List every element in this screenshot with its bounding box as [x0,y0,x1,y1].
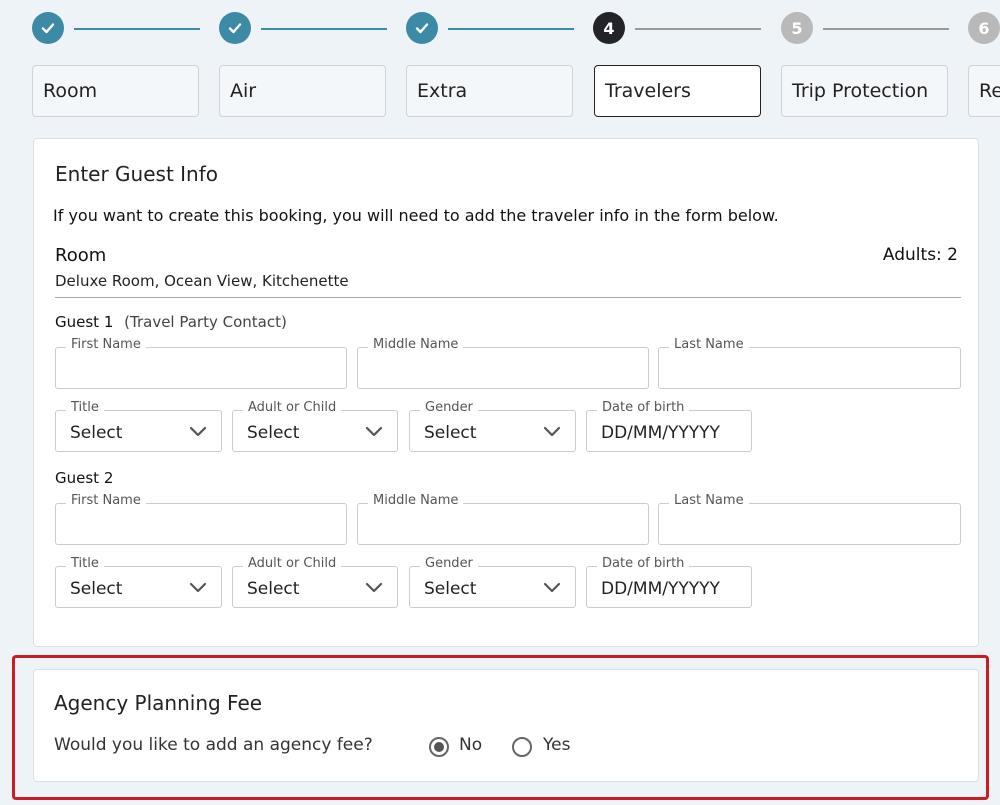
guest-1-adult-or-child-select[interactable]: Adult or Child Select [232,400,398,452]
field-value: DD/MM/YYYYY [601,579,720,599]
select-value: Select [70,579,123,599]
tab-label: Travelers [605,80,691,102]
step-connector [74,28,200,30]
step-connector [823,28,949,30]
guest-2-adult-or-child-select[interactable]: Adult or Child Select [232,556,398,608]
field-label: Date of birth [597,400,690,415]
tab-trip-protection[interactable]: Trip Protection [781,65,948,117]
agency-fee-title: Agency Planning Fee [54,691,263,715]
tab-label: Room [43,80,98,102]
field-label: Last Name [669,337,749,352]
tab-extra[interactable]: Extra [406,65,573,117]
step-5-pending[interactable]: 5 [781,12,813,44]
field-label: Title [66,556,104,571]
guest-info-card: Enter Guest Info If you want to create t… [33,138,979,647]
radio-selected-dot [434,742,444,752]
step-connector [261,28,387,30]
field-label: Last Name [669,493,749,508]
chevron-down-icon [543,582,561,593]
adults-count: Adults: 2 [882,245,958,265]
select-value: Select [424,579,477,599]
field-value: DD/MM/YYYYY [601,423,720,443]
field-label: Middle Name [368,337,464,352]
step-3-complete[interactable] [406,12,438,44]
tab-room[interactable]: Room [32,65,199,117]
agency-fee-yes-radio[interactable] [512,737,532,757]
room-heading: Room [55,245,107,266]
card-title: Enter Guest Info [55,162,218,186]
tab-label: Air [230,80,257,102]
step-1-complete[interactable] [32,12,64,44]
guest-1-first-name-input[interactable]: First Name [55,337,347,389]
select-value: Select [424,423,477,443]
intro-text: If you want to create this booking, you … [53,206,779,225]
guest-2-title-select[interactable]: Title Select [55,556,222,608]
step-number: 4 [603,18,615,38]
field-label: Adult or Child [243,400,342,415]
step-number: 5 [791,18,803,38]
step-connector [448,28,574,30]
step-number: 6 [978,18,990,38]
select-value: Select [70,423,123,443]
guest-note: (Travel Party Contact) [124,313,287,331]
guest-1-heading: Guest 1 (Travel Party Contact) [55,313,287,331]
guest-1-dob-input[interactable]: Date of birth DD/MM/YYYYY [586,400,752,452]
agency-fee-no-label[interactable]: No [459,735,483,755]
field-label: Gender [420,400,478,415]
tab-air[interactable]: Air [219,65,386,117]
tab-travelers[interactable]: Travelers [594,65,761,117]
agency-fee-card: Agency Planning Fee Would you like to ad… [33,669,979,782]
guest-2-last-name-input[interactable]: Last Name [658,493,961,545]
field-label: Title [66,400,104,415]
checkmark-icon [41,23,55,34]
room-type: Deluxe Room, Ocean View, Kitchenette [55,272,349,290]
guest-2-dob-input[interactable]: Date of birth DD/MM/YYYYY [586,556,752,608]
chevron-down-icon [365,582,383,593]
guest-1-last-name-input[interactable]: Last Name [658,337,961,389]
step-6-pending[interactable]: 6 [968,12,1000,44]
agency-fee-question: Would you like to add an agency fee? [54,735,373,755]
guest-2-middle-name-input[interactable]: Middle Name [357,493,649,545]
guest-2-gender-select[interactable]: Gender Select [409,556,576,608]
field-label: Middle Name [368,493,464,508]
tab-label: Re [979,80,1000,102]
guest-1-title-select[interactable]: Title Select [55,400,222,452]
room-divider [55,297,961,298]
chevron-down-icon [189,582,207,593]
guest-heading: Guest 1 [55,313,114,331]
field-label: Date of birth [597,556,690,571]
guest-1-gender-select[interactable]: Gender Select [409,400,576,452]
chevron-down-icon [365,426,383,437]
checkmark-icon [228,23,242,34]
chevron-down-icon [543,426,561,437]
tab-label: Trip Protection [792,80,929,102]
guest-1-middle-name-input[interactable]: Middle Name [357,337,649,389]
field-label: First Name [66,337,146,352]
step-connector [635,28,761,30]
agency-fee-no-radio[interactable] [429,737,449,757]
checkmark-icon [415,23,429,34]
agency-fee-highlight [12,655,989,800]
guest-2-first-name-input[interactable]: First Name [55,493,347,545]
agency-fee-yes-label[interactable]: Yes [543,735,571,755]
step-2-complete[interactable] [219,12,251,44]
field-label: Gender [420,556,478,571]
select-value: Select [247,579,300,599]
field-label: Adult or Child [243,556,342,571]
chevron-down-icon [189,426,207,437]
tab-label: Extra [417,80,468,102]
step-4-current[interactable]: 4 [593,12,625,44]
guest-2-heading: Guest 2 [55,469,114,487]
field-label: First Name [66,493,146,508]
tab-review[interactable]: Re [968,65,1000,117]
select-value: Select [247,423,300,443]
